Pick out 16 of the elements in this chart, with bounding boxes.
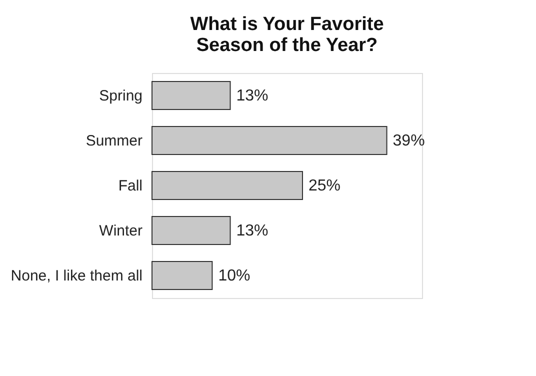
bar (152, 261, 213, 290)
bar (152, 81, 231, 110)
bar (152, 126, 388, 155)
data-label: 10% (218, 268, 250, 284)
y-tick-label: Fall (118, 178, 142, 194)
bar (152, 216, 231, 245)
y-tick-label: None, I like them all (10, 268, 142, 284)
data-label: 25% (308, 178, 341, 194)
y-tick-label: Spring (99, 88, 142, 104)
data-label: 39% (392, 132, 425, 150)
chart-title: What is Your Favorite Season of the Year? (190, 14, 384, 56)
y-tick-label: Summer (86, 132, 142, 150)
data-label: 13% (236, 88, 268, 104)
data-label: 13% (236, 222, 268, 240)
y-tick-label: Winter (99, 222, 142, 240)
bar (152, 171, 303, 200)
